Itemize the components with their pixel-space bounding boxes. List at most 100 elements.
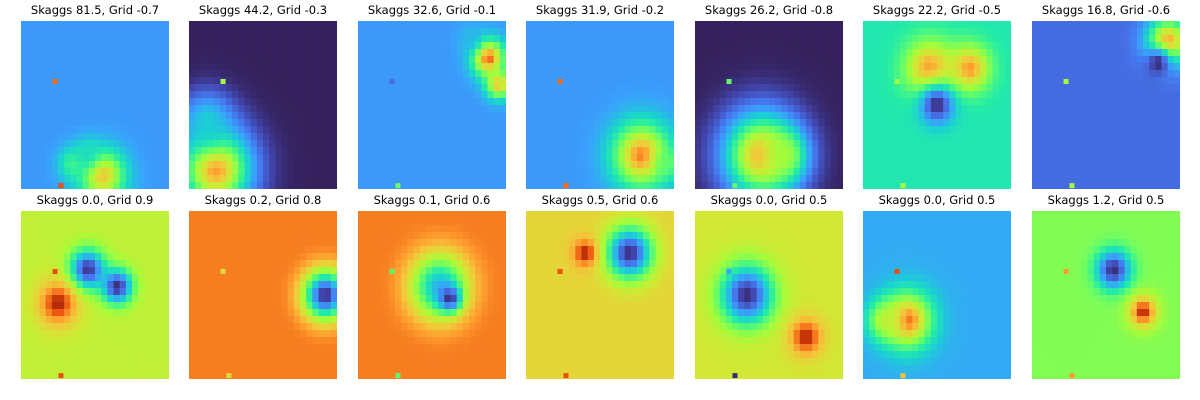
heatmap-cell bbox=[250, 168, 258, 176]
heatmap-cell bbox=[275, 225, 282, 233]
heatmap-cell bbox=[324, 281, 332, 289]
heatmap-cell bbox=[306, 218, 313, 226]
heatmap-cell bbox=[144, 351, 151, 359]
heatmap-cell bbox=[949, 98, 956, 106]
heatmap-cell bbox=[125, 365, 133, 373]
heatmap-cell bbox=[324, 63, 332, 71]
heatmap-cell bbox=[263, 63, 270, 71]
heatmap-cell bbox=[95, 182, 102, 189]
heatmap-cell bbox=[781, 84, 788, 92]
heatmap-cell bbox=[293, 140, 301, 148]
heatmap-cell bbox=[769, 35, 776, 43]
heatmap-cell bbox=[82, 77, 90, 85]
heatmap-cell bbox=[238, 168, 245, 176]
heatmap-cell bbox=[318, 168, 326, 176]
heatmap-cell bbox=[1130, 84, 1138, 92]
heatmap-cell bbox=[812, 168, 819, 176]
heatmap-cell bbox=[382, 28, 390, 36]
heatmap-cell bbox=[438, 161, 445, 169]
heatmap-cell bbox=[300, 281, 307, 289]
heatmap-cell bbox=[526, 98, 533, 106]
heatmap-cell bbox=[456, 98, 464, 106]
heatmap-cell bbox=[119, 274, 127, 282]
heatmap-cell bbox=[82, 344, 90, 352]
heatmap-cell bbox=[469, 168, 476, 176]
heatmap-cell bbox=[600, 28, 607, 36]
heatmap-cell bbox=[144, 147, 151, 155]
heatmap-cell bbox=[119, 288, 127, 296]
heatmap-cell bbox=[207, 42, 215, 50]
heatmap-cell bbox=[281, 253, 289, 261]
heatmap-cell bbox=[39, 274, 47, 282]
heatmap-cell bbox=[725, 126, 733, 134]
heatmap-cell bbox=[101, 154, 108, 162]
heatmap-cell bbox=[256, 154, 264, 162]
heatmap-cell bbox=[655, 105, 663, 113]
heatmap-cell bbox=[612, 147, 619, 155]
heatmap-cell bbox=[606, 49, 613, 57]
heatmap-cell bbox=[532, 77, 539, 85]
heatmap-cell bbox=[1155, 147, 1162, 155]
heatmap-cell bbox=[1130, 35, 1138, 43]
heatmap-cell bbox=[1075, 119, 1082, 127]
heatmap-cell bbox=[643, 154, 650, 162]
heatmap-cell bbox=[1167, 105, 1175, 113]
heatmap-cell bbox=[806, 28, 813, 36]
heatmap-cell bbox=[312, 211, 319, 219]
heatmap-cell bbox=[967, 119, 975, 127]
heatmap-cell bbox=[364, 91, 371, 99]
heatmap-cell bbox=[382, 70, 390, 78]
heatmap-cell bbox=[487, 133, 495, 141]
heatmap-cell bbox=[287, 35, 295, 43]
heatmap-cell bbox=[775, 77, 782, 85]
heatmap-cell bbox=[1124, 182, 1132, 189]
heatmap-cell bbox=[107, 119, 114, 127]
heatmap-cell bbox=[836, 21, 843, 29]
heatmap-cell bbox=[82, 316, 90, 324]
heatmap-cell bbox=[244, 70, 252, 78]
heatmap-cell bbox=[45, 98, 53, 106]
heatmap-cell bbox=[532, 105, 539, 113]
heatmap-cell bbox=[88, 70, 96, 78]
heatmap-cell bbox=[263, 218, 270, 226]
heatmap-cell bbox=[101, 351, 108, 359]
heatmap-cell bbox=[119, 112, 127, 120]
heatmap-cell bbox=[300, 175, 307, 183]
heatmap-cell bbox=[318, 182, 326, 189]
heatmap-cell bbox=[70, 323, 77, 331]
heatmap-cell bbox=[213, 63, 221, 71]
heatmap-cell bbox=[719, 175, 727, 183]
heatmap-cell bbox=[974, 42, 981, 50]
heatmap-cell bbox=[649, 140, 656, 148]
heatmap-cell bbox=[51, 112, 59, 120]
heatmap-cell bbox=[974, 140, 981, 148]
heatmap-cell bbox=[287, 56, 295, 64]
heatmap-cell bbox=[58, 70, 65, 78]
heatmap-cell bbox=[575, 28, 582, 36]
heatmap-cell bbox=[76, 344, 84, 352]
heatmap-cell bbox=[107, 91, 114, 99]
heatmap-cell bbox=[1106, 49, 1113, 57]
heatmap-cell bbox=[144, 175, 151, 183]
heatmap-cell bbox=[812, 175, 819, 183]
heatmap-cell bbox=[756, 84, 764, 92]
heatmap-cell bbox=[869, 42, 876, 50]
heatmap-cell bbox=[836, 140, 843, 148]
heatmap-cell bbox=[213, 253, 221, 261]
heatmap-cell bbox=[943, 126, 950, 134]
heatmap-cell bbox=[955, 35, 963, 43]
heatmap-cell bbox=[806, 56, 813, 64]
heatmap-cell bbox=[750, 175, 758, 183]
heatmap-cell bbox=[76, 267, 84, 275]
heatmap-cell bbox=[1118, 98, 1125, 106]
heatmap-cell bbox=[875, 126, 882, 134]
heatmap-cell bbox=[364, 56, 371, 64]
heatmap-cell bbox=[318, 77, 326, 85]
heatmap-cell bbox=[769, 42, 776, 50]
heatmap-cell bbox=[762, 126, 770, 134]
heatmap-cell bbox=[1112, 21, 1119, 29]
heatmap-cell bbox=[293, 147, 301, 155]
heatmap-cell bbox=[475, 98, 482, 106]
heatmap-cell bbox=[27, 28, 34, 36]
heatmap-cell bbox=[618, 77, 626, 85]
